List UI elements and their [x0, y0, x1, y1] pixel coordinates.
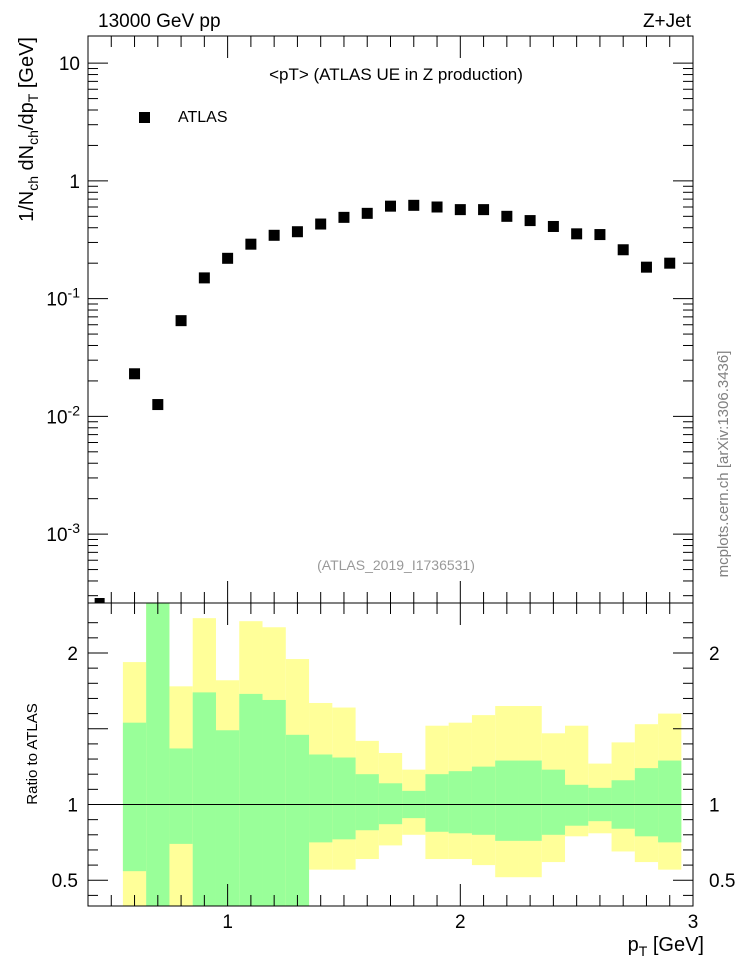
inner-band-bin — [518, 760, 542, 841]
x-label-part-c: [GeV] — [647, 934, 704, 956]
ratio-frame — [87, 602, 694, 907]
legend-label: ATLAS — [178, 109, 228, 126]
y-label-part-g: [GeV] — [16, 37, 38, 94]
data-point — [501, 210, 513, 222]
chart-title: <pT> (ATLAS UE in Z production) — [269, 65, 523, 84]
data-point — [152, 399, 164, 411]
header-left-label: 13000 GeV pp — [98, 11, 221, 32]
y-label-part-b: ch — [25, 176, 41, 191]
inner-band-bin — [309, 754, 333, 843]
data-point — [291, 226, 303, 238]
inner-band-bin — [169, 748, 193, 844]
inner-band-bin — [658, 760, 682, 843]
ratio-y-tick-label: 1 — [67, 795, 78, 816]
legend-marker — [139, 112, 150, 123]
x-tick-label: 1 — [222, 912, 233, 933]
data-point — [547, 220, 559, 232]
main-axes: 10-3 10-2 10-1 1 10 — [46, 36, 694, 603]
data-point — [245, 238, 257, 250]
inner-band-bin — [471, 766, 496, 835]
x-tick-label: 2 — [455, 912, 466, 933]
inner-band-bin — [565, 784, 589, 826]
inner-band-bin — [448, 771, 472, 834]
x-tick-label: 3 — [688, 912, 699, 933]
ratio-bands — [88, 603, 693, 906]
inner-band-bin — [355, 774, 379, 831]
ratio-y-tick-label-right: 0.5 — [709, 871, 735, 892]
data-point — [594, 229, 606, 241]
data-points — [94, 199, 676, 603]
main-panel: 10-3 10-2 10-1 1 10 <pT> (ATLAS UE in Z prod… — [16, 35, 694, 604]
data-point — [524, 215, 536, 227]
y-label-part-d: ch — [25, 130, 41, 145]
inner-band-bin — [285, 734, 310, 906]
y-label-part-f: T — [25, 93, 41, 102]
inner-band-bin — [425, 774, 449, 832]
y-tick-label: 10-1 — [46, 285, 80, 311]
data-point — [268, 229, 280, 241]
inner-band-bin — [634, 768, 659, 837]
x-axis-label: pT [GeV] — [628, 934, 704, 959]
inner-band-bin — [495, 760, 519, 841]
inner-band-bin — [146, 603, 170, 906]
inner-band-bin — [215, 730, 240, 906]
x-label-part-b: T — [639, 943, 648, 959]
y-tick-label: 1 — [69, 172, 80, 193]
data-point — [361, 207, 373, 219]
data-point — [222, 252, 234, 264]
inner-band-bin — [192, 692, 216, 906]
y-tick-label: 10-2 — [46, 402, 80, 428]
inner-band-bin — [122, 722, 147, 872]
y-tick-label: 10-3 — [46, 520, 80, 546]
y-tick-label: 10 — [59, 54, 80, 75]
y-label-part-e: /dp — [16, 102, 38, 130]
data-point — [571, 228, 583, 240]
y-axis-label: 1/Nch dNch/dpT [GeV] — [16, 37, 41, 222]
header-right-label: Z+Jet — [643, 11, 692, 32]
data-point — [478, 204, 490, 216]
data-point — [431, 201, 443, 213]
data-point-clipped — [94, 598, 105, 603]
inner-band-bin — [239, 693, 263, 906]
data-point — [454, 204, 466, 216]
ratio-y-tick-label: 0.5 — [52, 871, 78, 892]
ratio-y-tick-label-right: 2 — [709, 644, 720, 665]
data-point — [408, 199, 420, 211]
analysis-id-label: (ATLAS_2019_I1736531) — [317, 557, 475, 573]
inner-band-bin — [541, 769, 566, 835]
data-point — [198, 272, 210, 284]
ratio-y-tick-label-right: 1 — [709, 795, 720, 816]
data-point — [617, 244, 629, 256]
ratio-panel: 1 2 3 0.5 0.5 1 1 2 2 Ratio to ATLAS pT [GeV] — [24, 602, 735, 959]
data-point — [175, 315, 187, 327]
ratio-axes: 1 2 3 0.5 0.5 1 1 2 2 — [52, 603, 735, 933]
ratio-y-axis-label: Ratio to ATLAS — [24, 703, 41, 804]
y-label-part-c: dN — [16, 145, 38, 176]
data-point — [338, 211, 350, 223]
y-label-part-a: 1/N — [16, 191, 38, 222]
inner-band-bin — [332, 757, 356, 840]
x-label-part-a: p — [628, 934, 639, 956]
inner-band-bin — [262, 699, 286, 906]
data-point — [385, 200, 396, 212]
inner-band-bin — [378, 783, 403, 825]
watermark-label: mcplots.cern.ch [arXiv:1306.3436] — [715, 351, 732, 578]
data-point — [640, 261, 652, 273]
ratio-y-tick-label: 2 — [67, 644, 78, 665]
data-point — [315, 218, 327, 230]
data-point — [129, 368, 141, 380]
data-point — [664, 257, 676, 269]
